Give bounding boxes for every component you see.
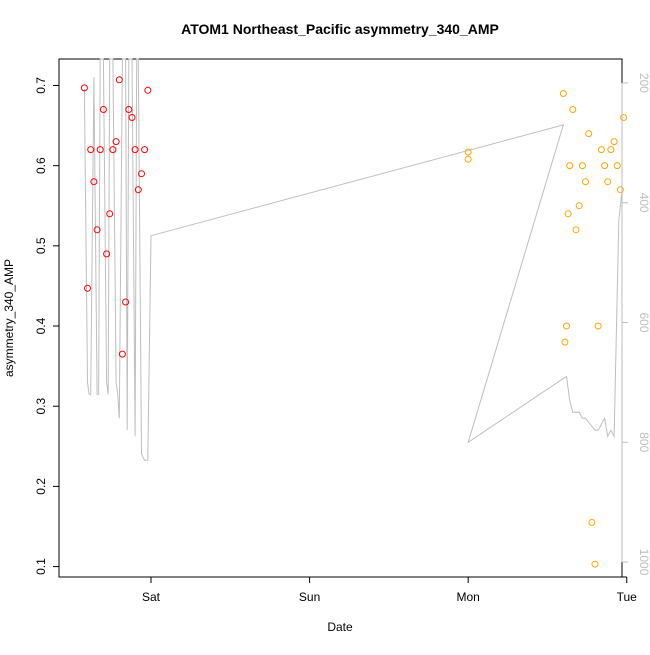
data-point — [109, 146, 117, 154]
data-point — [616, 186, 624, 194]
x-tick-label: Tue — [617, 590, 638, 604]
y-tick-label: 0.6 — [34, 157, 48, 174]
data-point — [604, 178, 612, 186]
y-tick-label: 0.3 — [34, 398, 48, 415]
points-layer — [80, 76, 628, 568]
y2-tick-label: 1000 — [637, 549, 650, 576]
y2-tick-label: 400 — [637, 193, 650, 213]
data-point — [80, 84, 88, 92]
data-point — [103, 250, 111, 258]
data-point — [122, 298, 130, 306]
x-axis: Sat Sun Mon Tue — [142, 576, 638, 604]
y-tick-label: 0.4 — [34, 317, 48, 334]
data-point — [96, 146, 104, 154]
y-tick-label: 0.2 — [34, 478, 48, 495]
data-point — [594, 322, 602, 330]
data-point — [125, 106, 133, 113]
data-point — [585, 130, 593, 138]
y-axis: 0.1 0.2 0.3 0.4 0.5 0.6 0.7 — [34, 77, 60, 575]
data-point — [84, 284, 91, 292]
data-point — [131, 146, 139, 154]
data-point — [591, 560, 599, 568]
data-point — [566, 162, 574, 170]
series-2 — [464, 90, 628, 568]
x-axis-label: Date — [327, 620, 353, 634]
data-point — [613, 162, 621, 170]
data-point — [564, 210, 572, 218]
data-point — [128, 114, 136, 121]
depth-line-layer — [83, 58, 623, 461]
data-point — [561, 338, 569, 346]
data-point — [87, 146, 95, 154]
depth-line — [83, 58, 623, 461]
chart-title: ATOM1 Northeast_Pacific asymmetry_340_AM… — [181, 21, 499, 37]
data-point — [572, 226, 580, 234]
y-tick-label: 0.1 — [34, 558, 48, 575]
data-point — [93, 226, 101, 234]
y2-tick-label: 800 — [637, 432, 650, 452]
data-point — [464, 155, 472, 163]
data-point — [118, 350, 126, 358]
data-point — [578, 162, 586, 170]
data-point — [607, 146, 615, 154]
x-tick-label: Mon — [456, 590, 479, 604]
x-tick-label: Sun — [299, 590, 320, 604]
data-point — [99, 106, 107, 113]
data-point — [144, 86, 152, 94]
y2-tick-label: 600 — [637, 312, 650, 332]
data-point — [610, 138, 618, 146]
data-point — [141, 146, 149, 154]
y-tick-label: 0.5 — [34, 237, 48, 254]
data-point — [588, 519, 596, 526]
data-point — [559, 90, 567, 97]
secondary-y-axis: 200 400 600 800 1000 — [621, 73, 650, 576]
data-point — [134, 186, 142, 194]
y2-tick-label: 200 — [637, 73, 650, 93]
y-tick-label: 0.7 — [34, 77, 48, 94]
y-axis-label: asymmetry_340_AMP — [2, 259, 16, 377]
data-point — [106, 210, 114, 218]
plot-frame — [58, 58, 623, 578]
data-point — [597, 146, 605, 154]
data-point — [112, 138, 120, 146]
series-1 — [80, 76, 152, 358]
data-point — [115, 76, 123, 84]
data-point — [601, 162, 609, 170]
data-point — [464, 148, 472, 156]
data-point — [575, 202, 583, 210]
data-point — [620, 114, 628, 121]
data-point — [138, 170, 145, 178]
data-point — [582, 178, 589, 186]
data-point — [90, 178, 98, 186]
x-tick-label: Sat — [142, 590, 161, 604]
data-point — [563, 322, 570, 330]
data-point — [569, 106, 577, 113]
